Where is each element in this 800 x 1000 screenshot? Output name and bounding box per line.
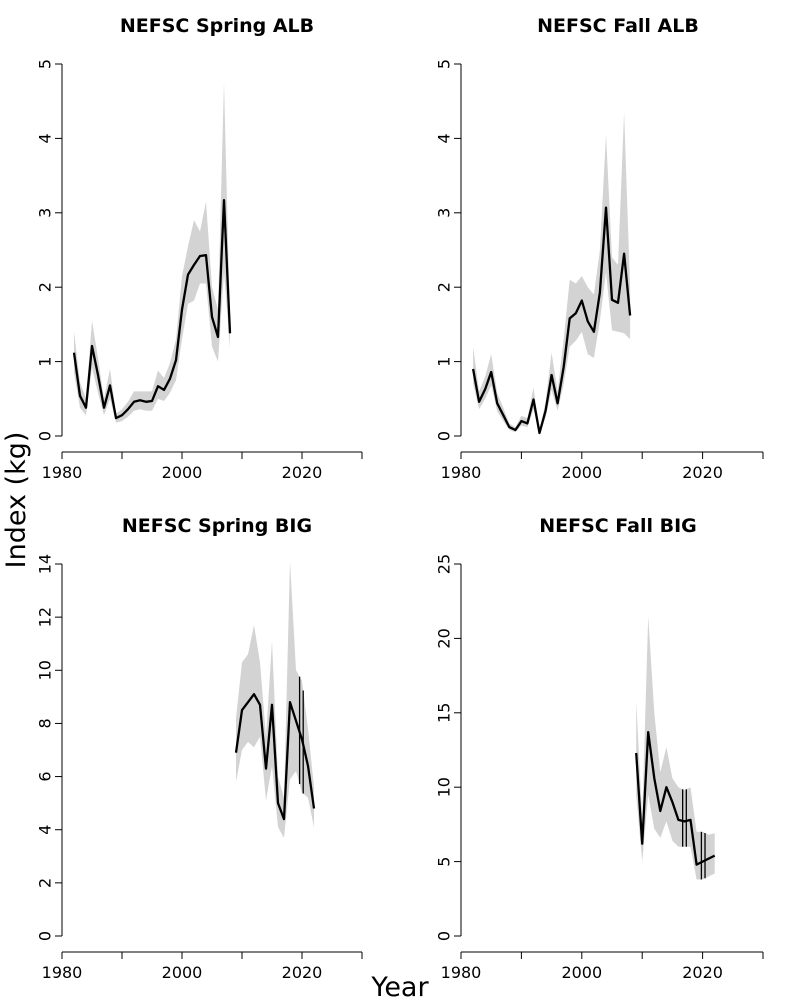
x-tick-label: 2000 [561,963,602,982]
y-tick-label: 8 [36,718,55,728]
y-tick-label: 0 [435,431,454,441]
y-tick-label: 4 [36,825,55,835]
y-tick-label: 4 [435,133,454,143]
y-tick-label: 2 [435,282,454,292]
y-tick-label: 10 [435,777,454,797]
chart-panel-3: NEFSC Spring BIG 0 2 4 6 8 10 12 14 1980 2000 2020 [36,515,363,982]
x-tick-label: 1980 [42,463,83,482]
y-tick-label: 25 [435,554,454,574]
series-line [471,206,632,435]
panel-title: NEFSC Spring ALB [120,15,314,37]
y-tick-label: 4 [36,133,55,143]
x-tick-label: 1980 [441,963,482,982]
panel-title: NEFSC Fall BIG [539,515,697,537]
y-tick-label: 1 [36,357,55,367]
x-tick-label: 2020 [682,963,723,982]
panel-title: NEFSC Fall ALB [537,15,699,37]
y-tick-label: 12 [36,607,55,627]
series-line [234,693,316,821]
y-axis-label: Index (kg) [1,432,32,569]
y-tick-label: 15 [435,703,454,723]
x-tick-label: 2000 [162,963,203,982]
x-tick-label: 2000 [162,463,203,482]
chart-panel-2: NEFSC Fall ALB 0 1 2 3 4 5 1980 2000 2020 [435,15,764,482]
y-tick-label: 0 [36,431,55,441]
y-tick-label: 0 [435,931,454,941]
y-tick-label: 5 [435,857,454,867]
y-tick-label: 3 [36,208,55,218]
x-tick-label: 2000 [561,463,602,482]
y-tick-label: 6 [36,771,55,781]
x-axis-label: Year [370,972,429,1000]
y-tick-label: 3 [435,208,454,218]
y-tick-label: 0 [36,931,55,941]
confidence-band [236,561,314,838]
panel-title: NEFSC Spring BIG [122,515,312,537]
y-tick-label: 2 [36,878,55,888]
x-tick-label: 2020 [282,463,323,482]
confidence-band [473,112,631,435]
y-tick-label: 2 [36,282,55,292]
x-tick-label: 1980 [42,963,83,982]
confidence-band [636,616,715,880]
y-tick-label: 5 [435,59,454,69]
y-tick-label: 5 [36,59,55,69]
series-line [635,730,716,866]
chart-panel-4: NEFSC Fall BIG 0 5 10 15 20 25 1980 2000 2020 [435,515,764,982]
x-tick-label: 2020 [682,463,723,482]
y-tick-label: 14 [36,554,55,574]
confidence-band [74,82,230,423]
y-tick-label: 1 [435,357,454,367]
x-tick-label: 1980 [441,463,482,482]
series-line [72,199,232,420]
y-tick-label: 20 [435,628,454,648]
chart-panel-1: NEFSC Spring ALB 0 1 2 3 4 5 1980 2000 2020 [36,15,363,482]
y-tick-label: 10 [36,660,55,680]
x-tick-label: 2020 [282,963,323,982]
